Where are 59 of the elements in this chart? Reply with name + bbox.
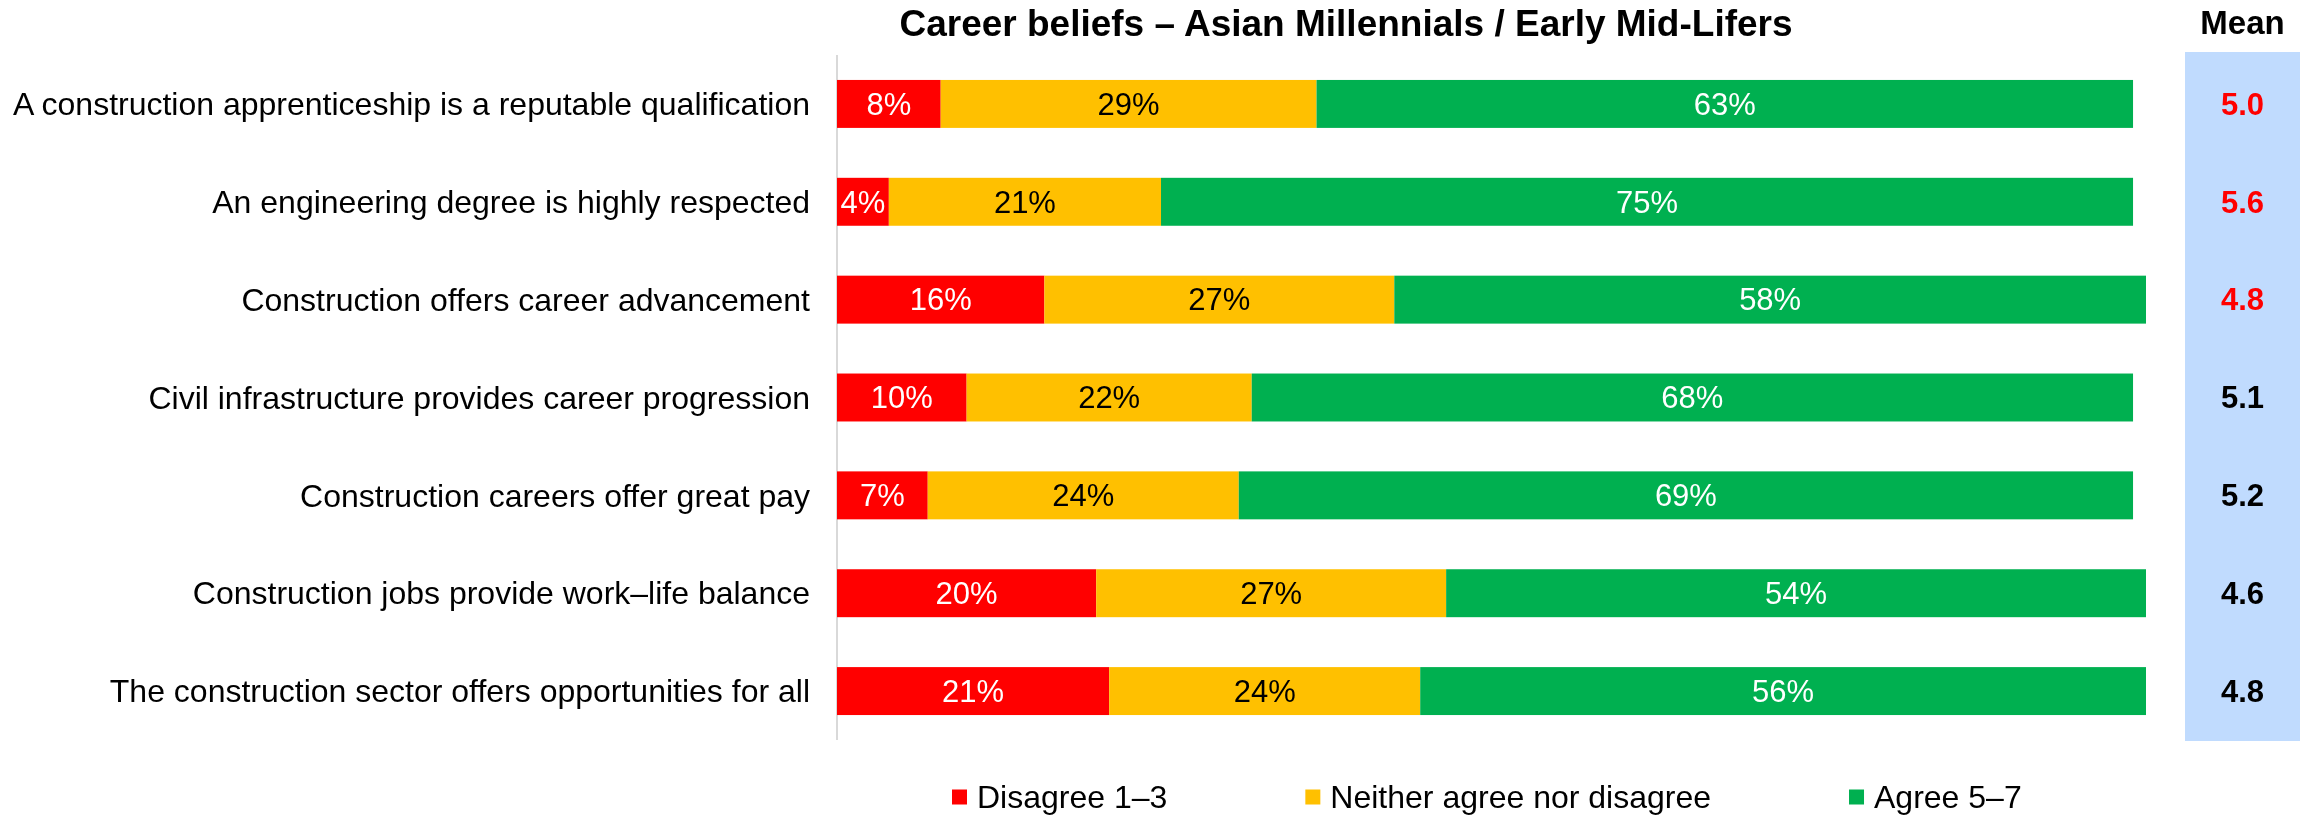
y-tick-label: Construction jobs provide work–life balance <box>192 575 810 612</box>
data-label: 54% <box>1765 576 1828 612</box>
bar <box>940 79 1317 128</box>
text: 4.6 <box>2220 576 2265 612</box>
bar <box>1044 275 1395 324</box>
data-label: 10% <box>870 380 933 416</box>
data-label: 21% <box>993 184 1056 220</box>
bar <box>1420 667 2146 716</box>
legend-label: Neither agree nor disagree <box>1330 779 1712 815</box>
data-label: 22% <box>1078 380 1141 416</box>
data-label: 58% <box>1739 282 1802 318</box>
data-label: 27% <box>1240 576 1303 612</box>
bar <box>837 275 1045 324</box>
bar <box>837 569 1097 618</box>
bar <box>1161 177 2134 226</box>
data-label: 75% <box>1616 184 1679 220</box>
data-label: 68% <box>1661 380 1724 416</box>
text: 5.0 <box>2220 86 2265 122</box>
bar <box>1238 471 2134 520</box>
y-tick-label: Civil infrastructure provides career progression <box>148 379 810 416</box>
legend-label: Agree 5–7 <box>1874 779 2022 815</box>
data-label: 7% <box>859 478 905 514</box>
data-label: 29% <box>1097 86 1160 122</box>
data-label: 20% <box>935 576 998 612</box>
data-label: 24% <box>1052 478 1115 514</box>
data-label: 8% <box>866 86 912 122</box>
bar <box>888 177 1162 226</box>
data-label: 24% <box>1233 673 1296 709</box>
data-label: 27% <box>1188 282 1251 318</box>
bar <box>837 471 928 520</box>
bar <box>837 79 941 128</box>
bar <box>1109 667 1421 716</box>
data-label: 16% <box>909 282 972 318</box>
y-tick-label: Construction offers career advancement <box>241 281 811 318</box>
bar <box>1251 373 2134 422</box>
data-label: 4% <box>840 184 886 220</box>
bar <box>1316 79 2134 128</box>
y-tick-label: Construction careers offer great pay <box>300 477 810 514</box>
text: 5.2 <box>2220 478 2265 514</box>
text: 4.8 <box>2220 673 2265 709</box>
chart-title: Career beliefs – Asian Millennials / Early Mid-Lifers <box>899 3 1793 44</box>
text: Mean <box>2200 4 2285 41</box>
data-label: 56% <box>1752 673 1815 709</box>
data-label: 21% <box>942 673 1005 709</box>
text: 5.1 <box>2220 380 2265 416</box>
bar <box>927 471 1239 520</box>
y-tick-label: A construction apprenticeship is a reputable qualification <box>13 86 810 123</box>
data-label: 63% <box>1693 86 1756 122</box>
bar <box>1446 569 2146 618</box>
y-tick-label: An engineering degree is highly respected <box>212 183 810 220</box>
bar <box>1394 275 2146 324</box>
y-tick-label: The construction sector offers opportunities for all <box>109 673 810 710</box>
data-label: 69% <box>1654 478 1717 514</box>
bar <box>966 373 1252 422</box>
text: 5.6 <box>2220 184 2265 220</box>
bar <box>1096 569 1447 618</box>
text: 4.8 <box>2220 282 2265 318</box>
bar <box>837 667 1110 716</box>
legend-label: Disagree 1–3 <box>977 779 1168 815</box>
